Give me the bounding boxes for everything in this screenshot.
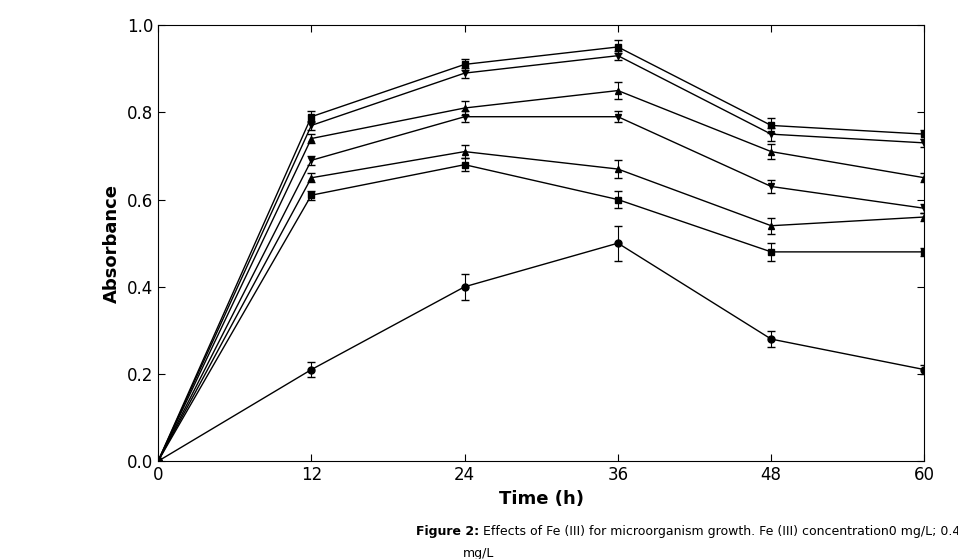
Text: mg/L: mg/L xyxy=(464,547,494,559)
Text: Figure 2:: Figure 2: xyxy=(416,525,479,538)
Text: Effects of Fe (III) for microorganism growth. Fe (III) concentration0 mg/L; 0.4 : Effects of Fe (III) for microorganism gr… xyxy=(479,525,958,538)
Y-axis label: Absorbance: Absorbance xyxy=(103,184,122,302)
X-axis label: Time (h): Time (h) xyxy=(499,490,583,508)
